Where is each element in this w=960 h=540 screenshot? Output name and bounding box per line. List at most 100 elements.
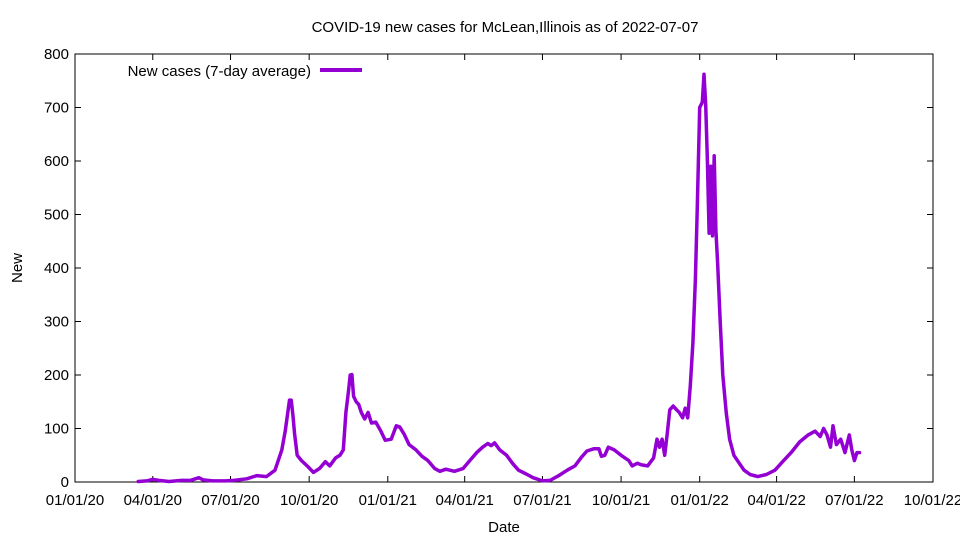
data-point bbox=[814, 430, 816, 433]
data-point bbox=[233, 479, 235, 482]
data-point bbox=[157, 479, 160, 482]
data-point bbox=[790, 451, 792, 454]
plot-area bbox=[74, 53, 934, 483]
data-point bbox=[181, 479, 183, 482]
data-point bbox=[706, 160, 709, 162]
data-point bbox=[342, 449, 345, 451]
data-point bbox=[711, 235, 714, 237]
data-point bbox=[722, 374, 724, 376]
data-point bbox=[288, 399, 291, 401]
y-tick-label: 200 bbox=[44, 367, 69, 384]
data-point bbox=[743, 469, 745, 472]
data-point bbox=[656, 438, 658, 441]
x-tick-label: 01/01/21 bbox=[359, 492, 417, 509]
data-point bbox=[684, 407, 686, 410]
data-point bbox=[360, 411, 363, 414]
data-point bbox=[696, 213, 698, 216]
x-tick-label: 07/01/22 bbox=[825, 492, 883, 509]
series-line bbox=[136, 72, 862, 484]
data-point bbox=[246, 478, 248, 480]
data-point bbox=[832, 425, 834, 427]
data-point bbox=[481, 446, 484, 449]
data-point bbox=[290, 399, 293, 401]
data-point bbox=[517, 469, 520, 472]
data-point bbox=[704, 104, 707, 106]
data-point bbox=[202, 479, 204, 481]
data-point bbox=[713, 154, 715, 157]
data-point bbox=[719, 320, 721, 323]
y-tick-label: 800 bbox=[44, 46, 69, 63]
data-point bbox=[737, 460, 739, 463]
x-tick-label: 04/01/21 bbox=[435, 492, 493, 509]
data-point bbox=[146, 480, 148, 482]
data-point bbox=[701, 101, 704, 103]
data-point bbox=[848, 434, 851, 436]
data-point bbox=[363, 418, 366, 420]
data-point bbox=[613, 449, 615, 451]
data-point bbox=[541, 480, 544, 482]
data-point bbox=[390, 438, 393, 441]
data-point bbox=[725, 411, 727, 414]
y-tick-label: 300 bbox=[44, 314, 69, 331]
data-point bbox=[708, 232, 710, 234]
data-point bbox=[307, 466, 310, 468]
data-point bbox=[398, 426, 401, 428]
data-point bbox=[408, 443, 410, 446]
legend-label: New cases (7-day average) bbox=[128, 63, 311, 80]
data-point bbox=[339, 454, 341, 457]
data-point bbox=[493, 442, 496, 444]
x-tick-label: 10/01/20 bbox=[280, 492, 338, 509]
data-point bbox=[669, 409, 671, 411]
data-point bbox=[505, 454, 508, 457]
data-point bbox=[592, 448, 595, 450]
y-axis: 0 100 200 300 400 500 600 700 800 bbox=[44, 46, 933, 491]
legend: New cases (7-day average) bbox=[128, 63, 362, 80]
data-point bbox=[211, 480, 214, 482]
data-point bbox=[856, 451, 858, 454]
data-point bbox=[607, 446, 610, 449]
x-tick-label: 01/01/20 bbox=[46, 492, 104, 509]
data-point bbox=[703, 73, 705, 76]
data-point bbox=[851, 449, 853, 451]
data-point bbox=[716, 261, 719, 264]
data-point bbox=[265, 475, 268, 478]
data-point bbox=[198, 476, 200, 479]
data-point bbox=[380, 430, 382, 433]
data-point bbox=[675, 409, 678, 411]
data-point bbox=[844, 451, 846, 454]
x-tick-label: 01/01/22 bbox=[671, 492, 729, 509]
data-point bbox=[689, 384, 692, 387]
data-point bbox=[284, 430, 287, 433]
data-point bbox=[733, 454, 735, 457]
data-point bbox=[566, 469, 568, 472]
data-point bbox=[698, 106, 701, 109]
data-point bbox=[826, 434, 828, 436]
data-point bbox=[152, 478, 154, 481]
data-point bbox=[661, 438, 663, 441]
data-point bbox=[352, 395, 355, 398]
data-point bbox=[312, 471, 315, 474]
x-tick-label: 10/01/22 bbox=[904, 492, 960, 509]
data-point bbox=[351, 373, 353, 376]
data-point bbox=[168, 480, 170, 483]
data-point bbox=[349, 374, 352, 376]
data-point bbox=[586, 450, 588, 452]
data-point bbox=[189, 479, 192, 482]
y-tick-label: 0 bbox=[61, 474, 69, 491]
data-point bbox=[324, 460, 327, 463]
data-point bbox=[807, 434, 809, 436]
data-point bbox=[829, 446, 832, 449]
data-point bbox=[580, 457, 582, 459]
data-point bbox=[757, 475, 759, 478]
data-point bbox=[490, 444, 493, 447]
y-tick-label: 400 bbox=[44, 260, 69, 277]
data-point bbox=[469, 458, 472, 461]
y-axis-label: New bbox=[9, 253, 26, 283]
data-point bbox=[395, 425, 398, 427]
data-point bbox=[640, 464, 643, 466]
data-point bbox=[462, 467, 464, 470]
data-point bbox=[686, 417, 689, 419]
data-point bbox=[835, 443, 838, 446]
x-axis-label: Date bbox=[488, 519, 520, 536]
y-tick-label: 700 bbox=[44, 100, 69, 117]
